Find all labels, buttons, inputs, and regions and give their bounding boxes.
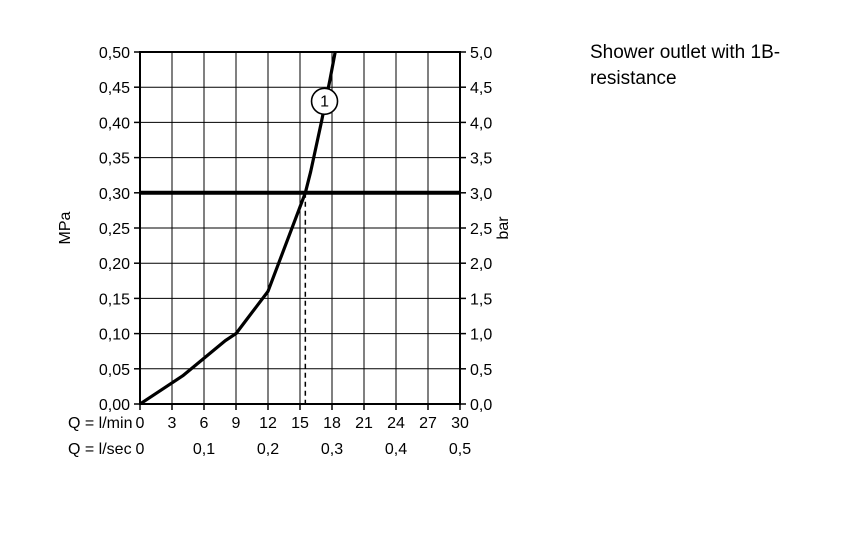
svg-text:3,0: 3,0 <box>470 186 492 203</box>
svg-text:18: 18 <box>323 415 341 432</box>
svg-text:0,10: 0,10 <box>99 327 130 344</box>
caption-text: Shower outlet with 1B-resistance <box>590 42 780 89</box>
svg-text:12: 12 <box>259 415 277 432</box>
svg-text:1,5: 1,5 <box>470 291 492 308</box>
svg-text:0,30: 0,30 <box>99 186 130 203</box>
svg-text:0,25: 0,25 <box>99 221 130 238</box>
svg-text:0,35: 0,35 <box>99 151 130 168</box>
svg-text:0: 0 <box>136 415 145 432</box>
svg-text:0,5: 0,5 <box>449 441 471 458</box>
svg-text:0,45: 0,45 <box>99 80 130 97</box>
svg-text:0,00: 0,00 <box>99 397 130 414</box>
svg-text:0,2: 0,2 <box>257 441 279 458</box>
svg-text:1: 1 <box>320 93 329 110</box>
svg-text:0,4: 0,4 <box>385 441 407 458</box>
svg-text:5,0: 5,0 <box>470 45 492 62</box>
svg-text:Q = l/sec: Q = l/sec <box>68 441 132 458</box>
svg-text:21: 21 <box>355 415 373 432</box>
svg-text:6: 6 <box>200 415 209 432</box>
svg-text:0,3: 0,3 <box>321 441 343 458</box>
svg-text:24: 24 <box>387 415 405 432</box>
svg-text:9: 9 <box>232 415 241 432</box>
svg-text:2,5: 2,5 <box>470 221 492 238</box>
chart-container: 0,000,050,100,150,200,250,300,350,400,45… <box>30 20 530 515</box>
svg-text:bar: bar <box>495 216 512 240</box>
svg-text:0,40: 0,40 <box>99 115 130 132</box>
svg-text:MPa: MPa <box>57 211 74 244</box>
svg-text:0,05: 0,05 <box>99 362 130 379</box>
svg-text:4,0: 4,0 <box>470 115 492 132</box>
svg-text:2,0: 2,0 <box>470 256 492 273</box>
svg-text:3: 3 <box>168 415 177 432</box>
svg-text:0,5: 0,5 <box>470 362 492 379</box>
svg-text:1,0: 1,0 <box>470 327 492 344</box>
svg-text:0,1: 0,1 <box>193 441 215 458</box>
svg-text:30: 30 <box>451 415 469 432</box>
svg-text:3,5: 3,5 <box>470 151 492 168</box>
svg-text:Q = l/min: Q = l/min <box>68 415 132 432</box>
svg-text:0,50: 0,50 <box>99 45 130 62</box>
svg-text:0,20: 0,20 <box>99 256 130 273</box>
flow-pressure-chart: 0,000,050,100,150,200,250,300,350,400,45… <box>30 20 530 510</box>
svg-text:0,0: 0,0 <box>470 397 492 414</box>
chart-caption: Shower outlet with 1B-resistance <box>590 40 820 91</box>
svg-text:27: 27 <box>419 415 437 432</box>
svg-text:0: 0 <box>136 441 145 458</box>
svg-text:4,5: 4,5 <box>470 80 492 97</box>
svg-text:0,15: 0,15 <box>99 291 130 308</box>
svg-text:15: 15 <box>291 415 309 432</box>
